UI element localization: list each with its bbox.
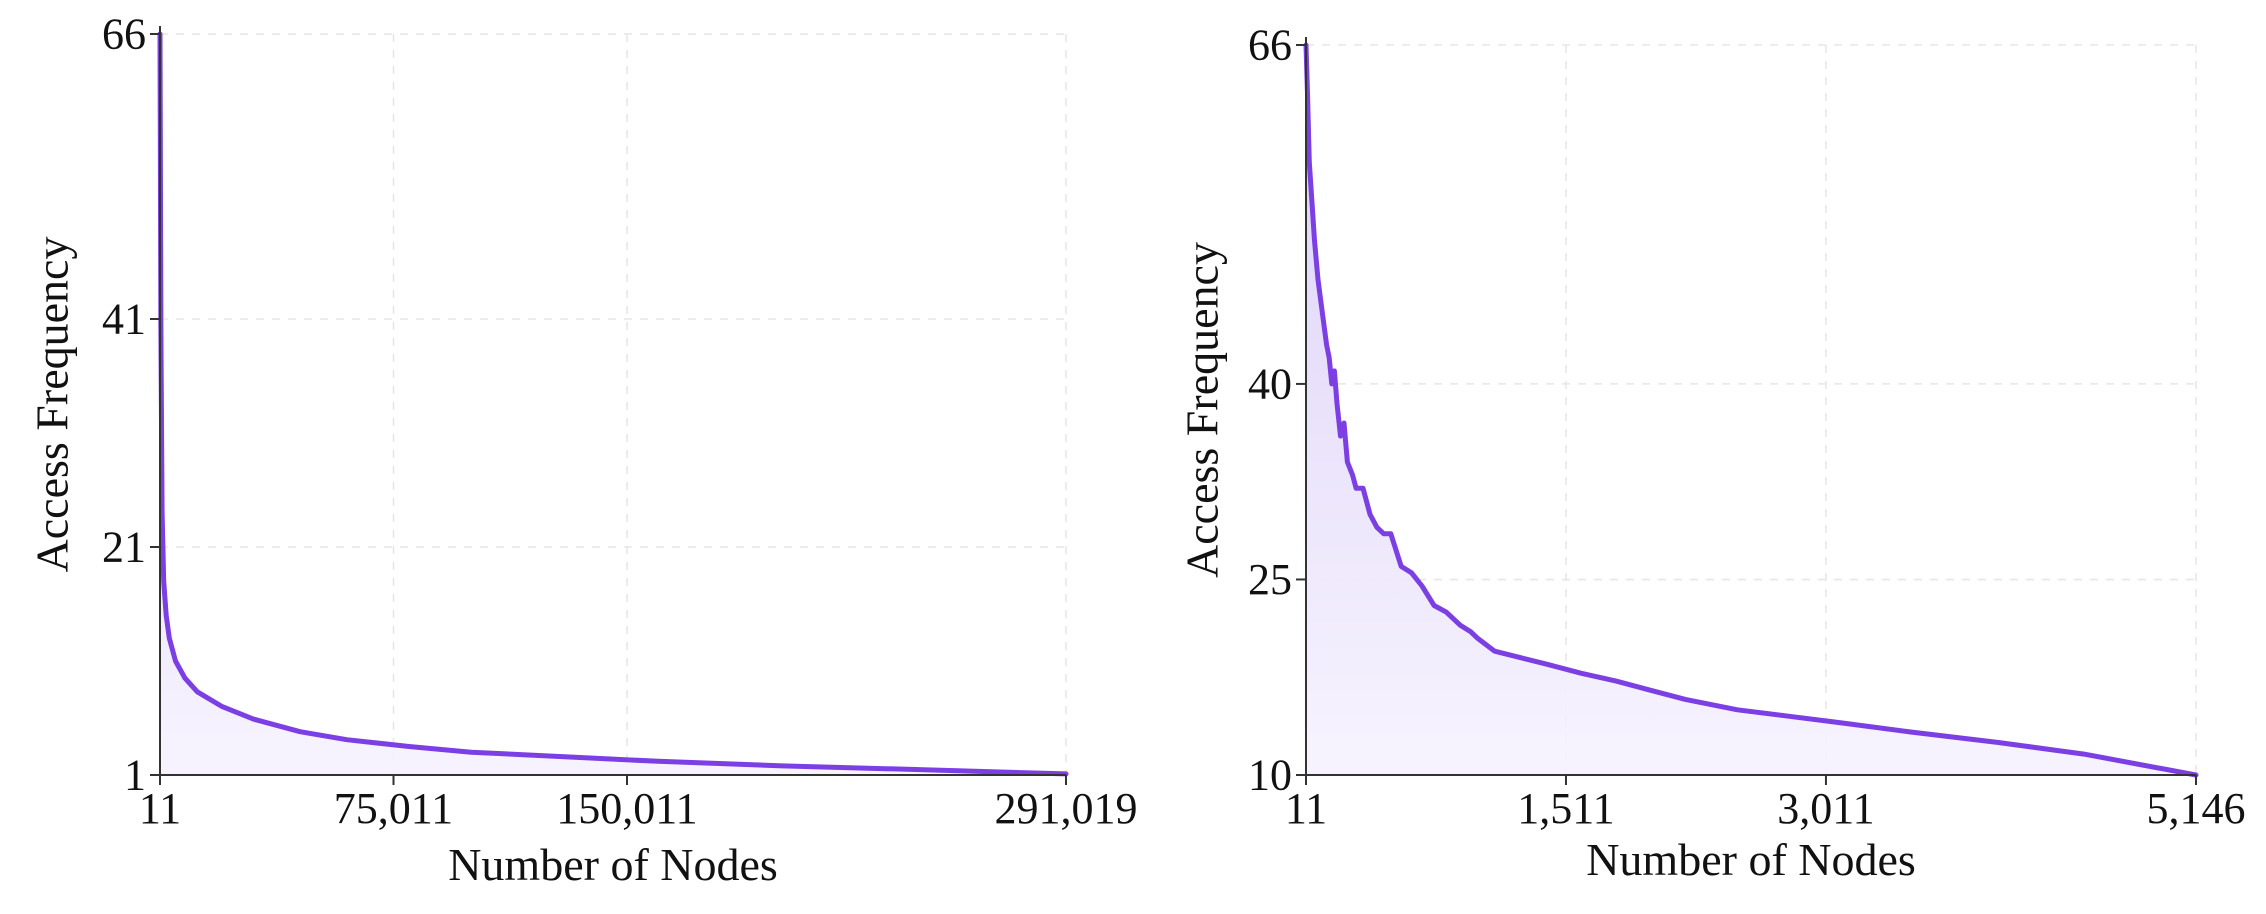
- y-tick-label: 40: [1248, 359, 1292, 408]
- y-axis-title: Access Frequency: [1177, 242, 1228, 578]
- y-tick-label: 1: [124, 751, 146, 800]
- y-tick-label: 21: [102, 523, 146, 572]
- series-area: [1306, 45, 2196, 775]
- x-tick-label: 1,511: [1517, 784, 1614, 833]
- x-axis-title: Number of Nodes: [1586, 834, 1916, 885]
- x-tick-label: 150,011: [556, 784, 697, 833]
- series-line: [157, 31, 1069, 777]
- x-axis-title: Number of Nodes: [448, 839, 778, 890]
- y-tick-label: 10: [1248, 751, 1292, 800]
- y-tick-label: 25: [1248, 555, 1292, 604]
- x-tick-label: 75,011: [334, 784, 453, 833]
- series-area: [160, 34, 1066, 775]
- x-tick-label: 11: [139, 784, 181, 833]
- y-tick-label: 41: [102, 295, 146, 344]
- chart-panel-2: 10 25 40 66 11 1,511 3,011 5,146 Number of Nodes…: [1177, 21, 2246, 886]
- x-tick-label: 3,011: [1777, 784, 1874, 833]
- y-axis-title: Access Frequency: [27, 237, 78, 573]
- x-tick-label: 11: [1285, 784, 1327, 833]
- series-line: [1303, 42, 2199, 778]
- chart-panel-1: 1 21 41 66 11 75,011 150,011 291,019 Number of N…: [27, 10, 1138, 891]
- y-tick-label: 66: [1248, 21, 1292, 70]
- x-tick-label: 291,019: [995, 784, 1138, 833]
- y-tick-label: 66: [102, 10, 146, 59]
- x-tick-label: 5,146: [2147, 784, 2246, 833]
